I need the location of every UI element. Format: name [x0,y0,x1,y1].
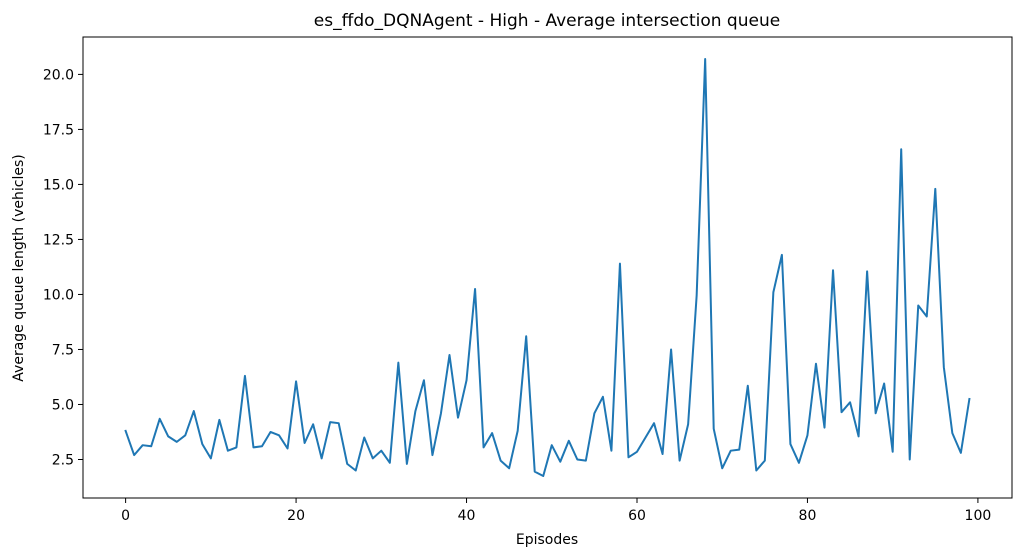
x-tick-label: 80 [799,508,817,524]
series-line [124,58,971,477]
x-axis-label: Episodes [516,532,578,548]
y-axis: 2.5 5.0 7.5 10.0 12.5 15.0 17.5 20.0 [43,67,83,468]
x-tick-label: 20 [287,508,305,524]
y-tick-label: 5.0 [52,397,74,413]
y-axis-label: Average queue length (vehicles) [11,154,27,381]
chart-title: es_ffdo_DQNAgent - High - Average inters… [314,11,780,31]
plot-area [82,36,1013,499]
y-tick-label: 7.5 [52,342,74,358]
y-tick-label: 12.5 [43,232,74,248]
x-tick-label: 0 [121,508,130,524]
y-tick-label: 20.0 [43,67,74,83]
y-tick-label: 15.0 [43,177,74,193]
y-tick-label: 10.0 [43,287,74,303]
x-tick-label: 100 [965,508,992,524]
x-tick-label: 60 [628,508,646,524]
y-tick-label: 2.5 [52,452,74,468]
plot-frame [82,36,1013,499]
x-axis: 0 20 40 60 80 100 [121,498,991,524]
y-tick-label: 17.5 [43,122,74,138]
x-tick-label: 40 [458,508,476,524]
